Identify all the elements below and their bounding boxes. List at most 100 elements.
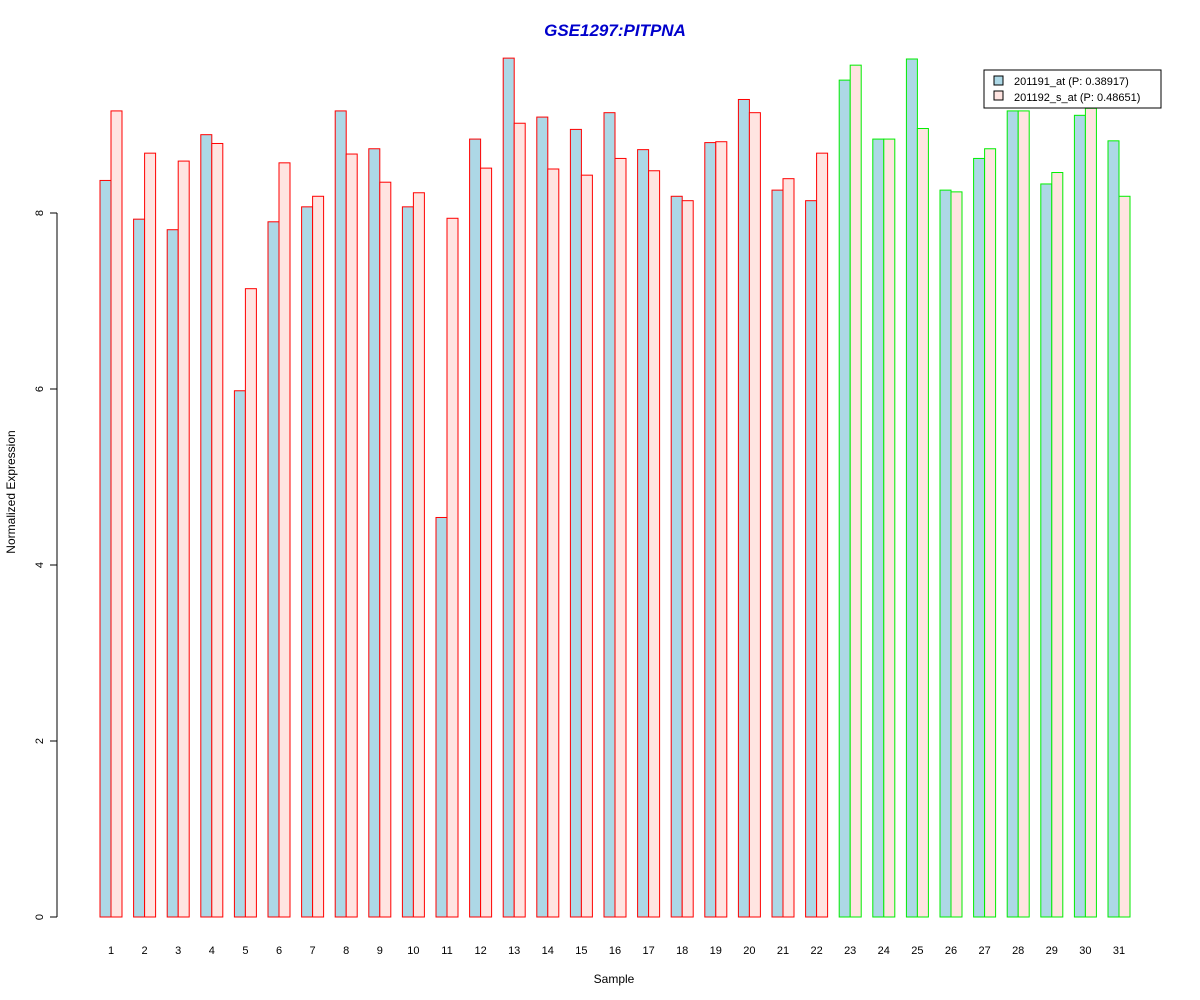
bar-sample-1-series-1	[99, 179, 112, 918]
bar-sample-25-series-1	[905, 58, 918, 918]
bar-sample-4-series-2	[211, 142, 224, 918]
chart-title: GSE1297:PITPNA	[544, 21, 686, 40]
y-tick-label: 2	[34, 738, 46, 744]
x-tick-label: 2	[142, 945, 148, 957]
bar-sample-15-series-2	[580, 174, 593, 918]
bar-sample-18-series-1	[670, 195, 683, 918]
x-tick-label: 24	[878, 945, 890, 957]
x-tick-label: 11	[441, 945, 452, 957]
x-tick-label: 16	[609, 945, 621, 957]
bar-sample-15-series-1	[569, 128, 582, 918]
bar-sample-10-series-1	[401, 206, 414, 918]
bar-sample-5-series-1	[233, 390, 246, 918]
bar-sample-19-series-1	[704, 142, 717, 918]
x-tick-label: 29	[1046, 945, 1058, 957]
x-tick-label: 5	[242, 945, 248, 957]
legend-label-series-2: 201192_s_at (P: 0.48651)	[1014, 92, 1140, 104]
bar-sample-23-series-2	[849, 64, 862, 918]
bar-sample-5-series-2	[244, 288, 257, 918]
bar-sample-3-series-1	[166, 229, 179, 918]
bar-sample-22-series-2	[816, 152, 829, 918]
y-axis-label: Normalized Expression	[4, 430, 18, 553]
x-tick-label: 31	[1113, 945, 1125, 957]
bar-sample-14-series-2	[547, 168, 560, 918]
legend-label-series-1: 201191_at (P: 0.38917)	[1014, 76, 1129, 88]
x-tick-labels: 1 2 3 4 5 6 7 8 9 10 11 12 13 14 15 16 17 18 19 20 21 22 23 24 2…	[108, 945, 1125, 957]
legend-swatch-series-1	[993, 75, 1004, 86]
x-tick-label: 26	[945, 945, 957, 957]
x-tick-label: 27	[978, 945, 990, 957]
x-tick-label: 22	[810, 945, 822, 957]
bar-sample-17-series-1	[637, 149, 650, 918]
bar-sample-25-series-2	[916, 128, 929, 918]
bars	[99, 57, 1131, 918]
bar-sample-27-series-2	[984, 148, 997, 918]
x-tick-label: 19	[710, 945, 722, 957]
bar-sample-28-series-1	[1006, 110, 1019, 918]
bar-sample-4-series-1	[200, 134, 213, 918]
bar-sample-31-series-1	[1107, 140, 1120, 918]
bar-sample-8-series-1	[334, 110, 347, 918]
bar-sample-26-series-2	[950, 191, 963, 918]
legend-box	[983, 69, 1162, 109]
bar-sample-14-series-1	[536, 116, 549, 918]
x-tick-label: 4	[209, 945, 215, 957]
bar-sample-29-series-1	[1040, 183, 1053, 918]
x-tick-label: 6	[276, 945, 282, 957]
x-tick-label: 1	[108, 945, 114, 957]
bar-sample-12-series-2	[480, 167, 493, 918]
bar-sample-21-series-1	[771, 189, 784, 918]
x-tick-label: 25	[911, 945, 923, 957]
bar-sample-11-series-1	[435, 516, 448, 918]
bar-sample-13-series-2	[513, 122, 526, 918]
x-tick-label: 23	[844, 945, 856, 957]
bar-sample-23-series-1	[838, 79, 851, 918]
bar-sample-21-series-2	[782, 178, 795, 918]
x-tick-label: 7	[310, 945, 316, 957]
x-tick-label: 17	[642, 945, 654, 957]
legend-swatch-series-2	[993, 90, 1004, 101]
bar-sample-30-series-2	[1084, 107, 1097, 918]
bar-sample-3-series-2	[177, 160, 190, 918]
x-tick-label: 8	[343, 945, 349, 957]
bar-sample-8-series-2	[345, 153, 358, 918]
bar-sample-26-series-1	[939, 189, 952, 918]
bar-sample-2-series-1	[133, 218, 146, 918]
x-tick-label: 12	[474, 945, 486, 957]
bar-sample-31-series-2	[1118, 195, 1131, 918]
bar-sample-16-series-1	[603, 112, 616, 918]
bar-sample-20-series-2	[748, 112, 761, 918]
x-tick-label: 10	[407, 945, 419, 957]
bar-sample-18-series-2	[681, 200, 694, 918]
x-tick-label: 14	[542, 945, 554, 957]
y-tick-label: 8	[34, 210, 46, 216]
x-tick-label: 13	[508, 945, 520, 957]
bar-sample-11-series-2	[446, 217, 459, 918]
y-tick-label: 6	[34, 386, 46, 392]
bar-sample-17-series-2	[648, 170, 661, 918]
bar-sample-2-series-2	[144, 152, 157, 918]
x-tick-label: 15	[575, 945, 587, 957]
bar-sample-30-series-1	[1073, 114, 1086, 918]
bar-sample-10-series-2	[412, 192, 425, 918]
bar-sample-28-series-2	[1017, 110, 1030, 918]
legend: 201191_at (P: 0.38917) 201192_s_at (P: 0…	[983, 69, 1162, 109]
bar-sample-13-series-1	[502, 57, 515, 918]
bar-sample-20-series-1	[737, 98, 750, 918]
x-tick-label: 30	[1079, 945, 1091, 957]
x-axis-label: Sample	[594, 972, 635, 986]
y-tick-label: 0	[34, 914, 46, 920]
y-tick-label: 4	[34, 562, 46, 568]
x-tick-label: 3	[175, 945, 181, 957]
bar-sample-9-series-2	[379, 181, 392, 918]
bar-sample-6-series-1	[267, 221, 280, 918]
bar-sample-27-series-1	[973, 157, 986, 918]
x-tick-label: 20	[743, 945, 755, 957]
bar-sample-24-series-2	[883, 138, 896, 918]
bar-sample-6-series-2	[278, 162, 291, 918]
x-tick-label: 9	[377, 945, 383, 957]
bar-sample-19-series-2	[715, 141, 728, 918]
bar-sample-9-series-1	[368, 148, 381, 918]
x-tick-label: 18	[676, 945, 688, 957]
bar-sample-29-series-2	[1051, 172, 1064, 918]
